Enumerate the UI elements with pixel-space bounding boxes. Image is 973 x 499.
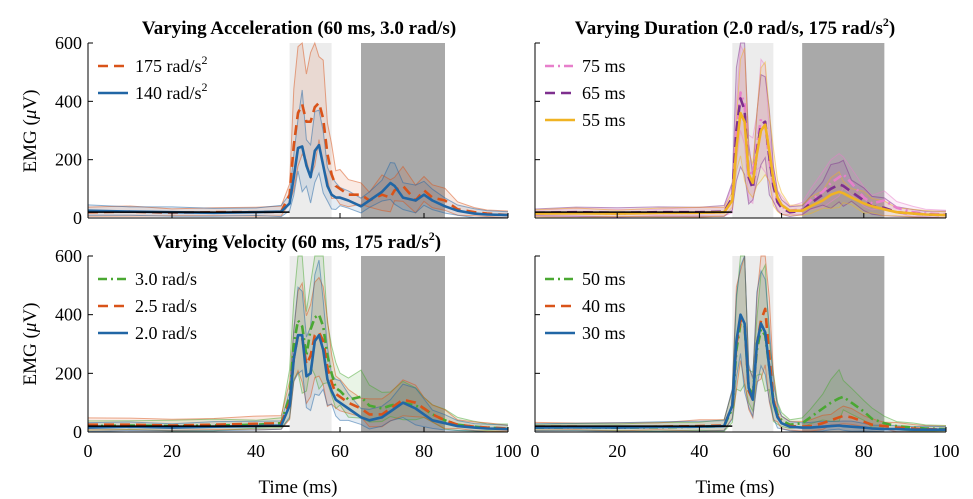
- series-band: [535, 45, 946, 219]
- series-band: [535, 256, 946, 432]
- x-tick-label: 20: [163, 441, 181, 461]
- panel-duration: Varying Duration (2.0 rad/s, 175 rad/s2)…: [534, 15, 947, 219]
- legend-label: 50 ms: [582, 269, 626, 289]
- series-upper-bound: [87, 276, 509, 426]
- y-tick-label: 0: [73, 208, 82, 228]
- y-tick-label: 400: [55, 305, 82, 325]
- series-band: [88, 277, 508, 432]
- x-tick-label: 0: [531, 441, 540, 461]
- series-line: [534, 111, 947, 217]
- panel-velocity-duration: Time (ms) 0 20 40 60 80 100 50 ms 40 ms 30 ms: [531, 255, 960, 498]
- series-upper-bound: [534, 42, 947, 212]
- series-line: [534, 313, 946, 432]
- x-tick-label: 100: [495, 441, 522, 461]
- x-tick-label: 80: [415, 441, 433, 461]
- panel-title: Varying Acceleration (60 ms, 3.0 rad/s): [142, 18, 456, 39]
- series-line: [87, 101, 509, 217]
- series-band: [535, 256, 946, 432]
- x-tick-label: 20: [608, 441, 626, 461]
- legend-label: 2.5 rad/s: [135, 296, 197, 316]
- legend-label: 55 ms: [582, 110, 626, 130]
- legend-label: 40 ms: [582, 296, 626, 316]
- legend-label: 175 rad/s2: [135, 53, 208, 76]
- panel-title: Varying Velocity (60 ms, 175 rad/s2): [153, 229, 441, 253]
- panel-velocity: Varying Velocity (60 ms, 175 rad/s2) EMG…: [20, 229, 522, 498]
- y-axis-label: EMG (μV): [20, 303, 41, 386]
- x-tick-label: 60: [331, 441, 349, 461]
- series-band: [88, 43, 508, 218]
- series-lower-bound: [87, 369, 508, 433]
- y-tick-label: 200: [55, 150, 82, 170]
- x-tick-label: 80: [855, 441, 873, 461]
- x-tick-label: 60: [773, 441, 791, 461]
- panel-acceleration: Varying Acceleration (60 ms, 3.0 rad/s) …: [20, 18, 509, 228]
- x-axis-label: Time (ms): [695, 477, 774, 498]
- x-tick-label: 40: [690, 441, 708, 461]
- series-line: [87, 313, 509, 430]
- panel-title: Varying Duration (2.0 rad/s, 175 rad/s2): [575, 15, 895, 39]
- legend-label: 2.0 rad/s: [135, 323, 197, 343]
- series-band: [535, 256, 946, 432]
- y-tick-label: 0: [73, 422, 82, 442]
- legend-label: 30 ms: [582, 323, 626, 343]
- series-lower-bound: [88, 170, 509, 219]
- x-tick-label: 100: [933, 441, 960, 461]
- series-line: [87, 333, 509, 431]
- legend-label: 75 ms: [582, 56, 626, 76]
- legend-label: 3.0 rad/s: [135, 269, 197, 289]
- series-upper-bound: [87, 41, 509, 212]
- x-axis-label: Time (ms): [258, 477, 337, 498]
- legend-label: 65 ms: [582, 83, 626, 103]
- series-lower-bound: [87, 139, 509, 219]
- series-line: [87, 143, 509, 217]
- late-window: [361, 43, 445, 218]
- x-tick-label: 40: [247, 441, 265, 461]
- y-tick-label: 200: [55, 363, 82, 383]
- series-band: [88, 260, 508, 432]
- y-tick-label: 600: [55, 246, 82, 266]
- series-band: [88, 256, 508, 432]
- series-upper-bound: [534, 47, 947, 213]
- y-tick-label: 400: [55, 91, 82, 111]
- y-axis-label: EMG (μV): [20, 90, 41, 173]
- series-lower-bound: [534, 353, 946, 433]
- y-tick-label: 600: [55, 33, 82, 53]
- legend-label: 140 rad/s2: [135, 80, 208, 103]
- x-tick-label: 0: [84, 441, 93, 461]
